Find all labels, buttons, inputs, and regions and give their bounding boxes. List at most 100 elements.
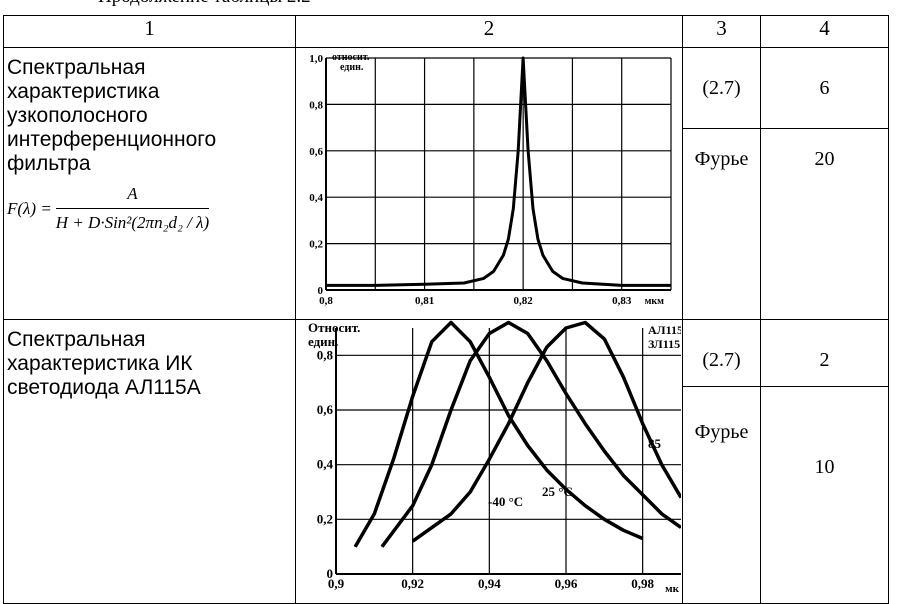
data-point (527, 445, 529, 447)
data-point (450, 409, 452, 411)
data-point (469, 360, 471, 362)
y-tick-label: 0,2 (309, 239, 323, 251)
chart-cell: 0,9 0,92 0,94 0,96 0,98 0 0,2 0,4 0,6 0,8 Относит.… (295, 319, 683, 604)
y-axis-label: Относит. (308, 320, 360, 335)
data-point (527, 150, 529, 152)
header-cell-4: 4 (760, 15, 889, 48)
x-tick-label: 0,81 (415, 295, 434, 307)
data-point (532, 208, 534, 210)
x-tick-label: 0,8 (319, 295, 333, 307)
value-cell: 6 20 (760, 47, 889, 320)
table-row: Спектральная характеристика ИК светодиод… (3, 319, 889, 604)
data-point (373, 513, 375, 515)
data-point (603, 338, 605, 340)
data-point (584, 505, 586, 507)
y-tick-label: 0,4 (317, 457, 334, 472)
data-point (393, 458, 394, 460)
data-point (412, 505, 414, 507)
y-tick-label: 0 (318, 285, 324, 297)
y-tick-label: 0,6 (317, 402, 334, 417)
y-tick-label: 0,8 (309, 99, 323, 111)
data-point (565, 327, 567, 329)
header-cell-2: 2 (295, 15, 683, 48)
data-point (527, 382, 529, 384)
data-point (517, 150, 519, 152)
y-tick-label: 0 (327, 566, 334, 581)
data-point (623, 376, 624, 378)
header-cell-1: 1 (3, 15, 296, 48)
data-point (450, 513, 452, 515)
chart-cell: 0,8 0,81 0,82 0,83 0 0,2 0,4 0,6 0,8 1,0 относит. е… (295, 47, 683, 320)
data-point (537, 238, 539, 240)
data-point (621, 284, 623, 286)
table-caption: Продолжение таблицы 2.2 (98, 0, 311, 8)
data-point (488, 376, 490, 378)
data-point (508, 414, 509, 416)
data-point (493, 270, 495, 272)
data-point (584, 322, 586, 324)
data-point (463, 282, 465, 284)
data-point (546, 360, 548, 362)
y-axis-label: относит. (332, 52, 370, 63)
data-point (581, 282, 583, 284)
data-table: 1 2 3 4 Спектральная характеристика узко… (3, 15, 889, 604)
data-point (642, 537, 644, 539)
y-axis-label: един. (340, 62, 364, 73)
data-point (450, 322, 452, 324)
data-point (381, 546, 383, 548)
data-point (507, 238, 509, 240)
data-point (502, 254, 504, 256)
x-tick-label: 0,98 (631, 576, 654, 591)
y-axis-label: един. (308, 334, 338, 349)
series-line (380, 320, 683, 548)
data-point (546, 469, 548, 471)
x-tick-label: 0,9 (328, 576, 345, 591)
data-point (431, 341, 433, 343)
data-point (488, 332, 490, 334)
annotation-85: 85 (648, 436, 662, 451)
y-tick-label: 0,6 (309, 146, 323, 158)
row-description: Спектральная характеристика ИК светодиод… (7, 328, 201, 399)
formula-fraction: A H + D·Sin²(2πn₂d₂ / λ) (55, 182, 210, 235)
data-point (670, 284, 672, 286)
data-point (354, 546, 356, 548)
data-point (603, 450, 605, 452)
annotation-25: 25 °C (542, 484, 573, 499)
method-cell: (2.7) Фурье (682, 47, 761, 320)
value-2: 20 (761, 128, 888, 189)
data-point (603, 518, 605, 520)
method-ref: (2.7) (702, 348, 741, 371)
method-ref: (2.7) (702, 76, 741, 99)
data-point (565, 393, 567, 395)
data-point (424, 283, 426, 285)
data-point (562, 277, 564, 279)
header-cell-3: 3 (682, 15, 761, 48)
data-point (542, 254, 544, 256)
data-point (325, 284, 327, 286)
formula-lhs: F(λ) = (7, 198, 52, 218)
data-point (584, 423, 586, 425)
value-1: 6 (819, 76, 830, 99)
data-point (527, 332, 529, 334)
data-point (483, 277, 485, 279)
data-point (469, 341, 471, 343)
legend-text: АЛ115 (648, 323, 681, 337)
y-tick-label: 0,8 (317, 347, 334, 362)
series-line (326, 56, 671, 287)
y-tick-label: 0,4 (309, 192, 323, 204)
data-point (508, 423, 509, 425)
data-point (642, 423, 644, 425)
value-cell: 2 10 (760, 319, 889, 604)
x-tick-label: 0,83 (612, 295, 632, 307)
data-point (522, 57, 524, 59)
x-axis-label: мк (665, 583, 679, 595)
method-cell: (2.7) Фурье (682, 319, 761, 604)
data-point (565, 488, 567, 490)
legend-text: ЗЛ115 (648, 337, 680, 351)
formula-denominator: H + D·Sin²(2πn₂d₂ / λ) (55, 213, 210, 232)
data-point (642, 494, 644, 496)
data-point (431, 464, 433, 466)
filter-formula: F(λ) = A H + D·Sin²(2πn₂d₂ / λ) (7, 182, 292, 235)
data-point (512, 208, 514, 210)
data-point (661, 513, 663, 515)
